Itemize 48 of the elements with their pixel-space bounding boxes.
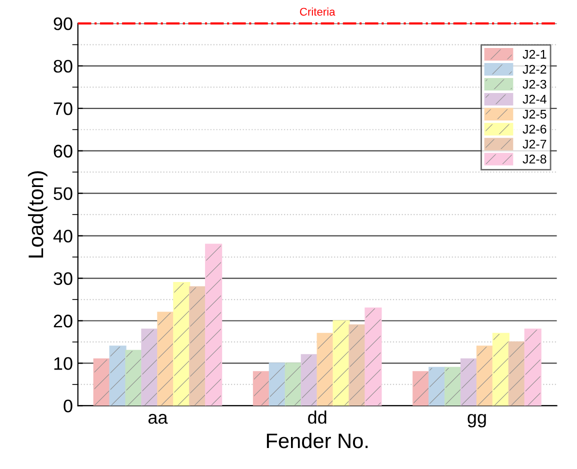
y-tick-label: 90 bbox=[54, 17, 72, 30]
legend-label: J2-3 bbox=[522, 80, 546, 89]
y-tick-label: 20 bbox=[54, 314, 72, 328]
bar bbox=[332, 320, 350, 406]
bar bbox=[141, 328, 158, 406]
bar bbox=[412, 371, 430, 406]
y-tick-label: 30 bbox=[54, 272, 72, 285]
bar bbox=[205, 244, 222, 406]
legend-label: J2-1 bbox=[522, 50, 546, 59]
bar bbox=[300, 354, 318, 406]
bar bbox=[316, 332, 334, 406]
y-axis-title: Load(ton) bbox=[28, 171, 48, 258]
legend-label: J2-8 bbox=[522, 154, 546, 164]
bar bbox=[189, 286, 206, 406]
y-tick-label: 60 bbox=[54, 144, 72, 158]
bar bbox=[173, 282, 190, 406]
bar bbox=[268, 362, 286, 406]
bar bbox=[93, 358, 110, 406]
bar bbox=[460, 358, 478, 406]
bar bbox=[428, 366, 446, 406]
legend-label: J2-2 bbox=[522, 64, 546, 74]
bar bbox=[252, 371, 270, 406]
legend-label: J2-4 bbox=[522, 94, 546, 104]
bar bbox=[125, 350, 142, 406]
y-tick-label: 70 bbox=[54, 102, 72, 116]
bar bbox=[109, 346, 126, 406]
legend-label: J2-5 bbox=[522, 110, 546, 119]
bar bbox=[492, 332, 510, 406]
legend-label: J2-6 bbox=[522, 124, 546, 134]
x-tick-label: dd bbox=[308, 410, 326, 424]
x-axis-title: Fender No. bbox=[266, 432, 368, 448]
y-tick-label: 50 bbox=[54, 187, 72, 200]
bar bbox=[284, 362, 302, 406]
y-tick-label: 0 bbox=[64, 400, 72, 412]
y-tick-label: 80 bbox=[54, 60, 72, 73]
x-tick-label: aa bbox=[148, 414, 168, 424]
x-tick-label: gg bbox=[468, 414, 486, 428]
legend-label: J2-7 bbox=[522, 140, 546, 149]
ref-line-label: Criteria bbox=[300, 8, 336, 16]
bar bbox=[476, 346, 494, 406]
y-tick-label: 10 bbox=[54, 357, 72, 370]
y-tick-label: 40 bbox=[53, 230, 72, 243]
bar bbox=[508, 341, 526, 406]
bar bbox=[157, 312, 174, 406]
bar bbox=[444, 366, 462, 406]
bar bbox=[364, 307, 382, 406]
bar bbox=[348, 324, 366, 406]
bar bbox=[524, 328, 542, 406]
